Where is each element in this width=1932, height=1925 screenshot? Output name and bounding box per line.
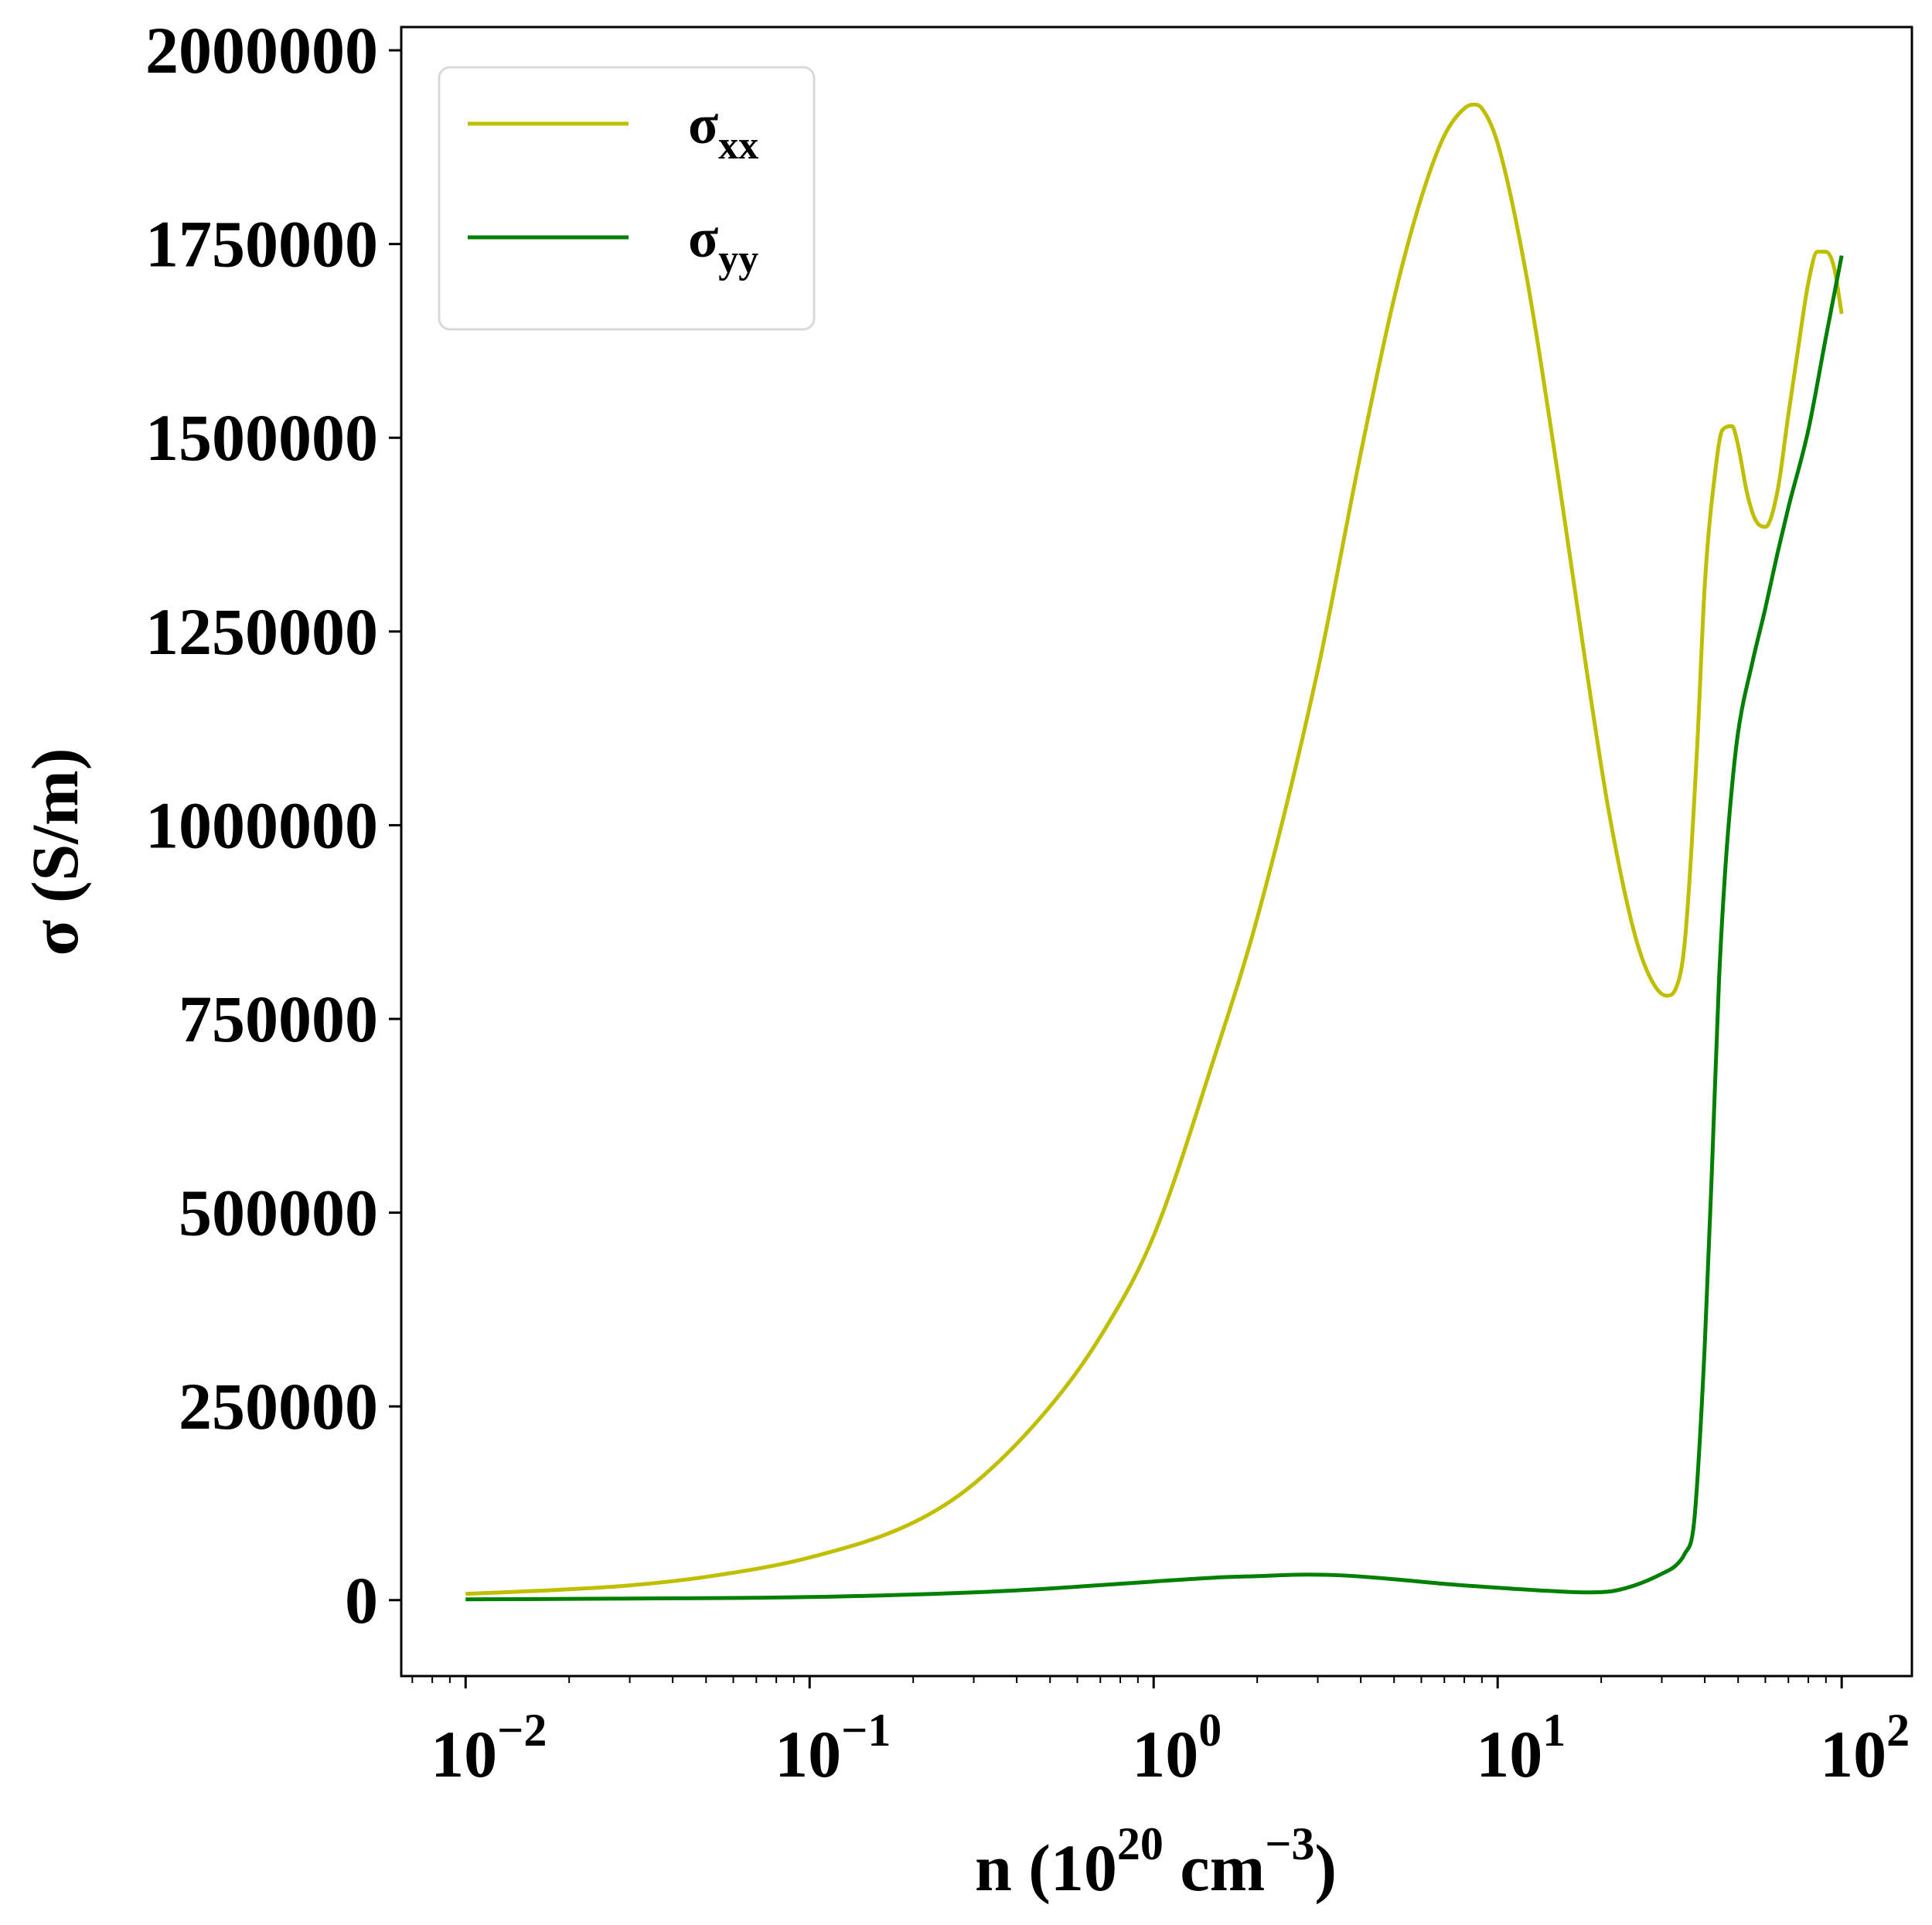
y-tick-label: 1000000 xyxy=(145,788,378,862)
legend-box xyxy=(438,66,816,331)
x-tick-label: 102 xyxy=(1820,1705,1910,1791)
x-tick-label: 10−1 xyxy=(775,1705,891,1791)
y-tick-label: 250000 xyxy=(179,1369,378,1443)
series-line-sigma-xx xyxy=(465,102,1844,1596)
legend: σxx σyy xyxy=(438,66,816,331)
y-tick-label: 1750000 xyxy=(145,207,378,281)
x-tick-label: 10−2 xyxy=(431,1705,547,1791)
y-tick-label: 1250000 xyxy=(145,595,378,669)
x-axis: 10−2 10−1 100 101 102 xyxy=(411,1676,1910,1791)
y-tick-label: 2000000 xyxy=(145,13,378,87)
series-line-sigma-yy xyxy=(465,255,1844,1602)
y-tick-label: 750000 xyxy=(179,982,378,1056)
y-tick-label: 500000 xyxy=(179,1176,378,1250)
x-tick-label: 100 xyxy=(1132,1705,1222,1791)
series-layer xyxy=(465,102,1844,1602)
x-tick-label: 101 xyxy=(1476,1705,1566,1791)
legend-label-sigma-yy: σyy xyxy=(688,207,758,281)
y-axis-title: σ (S/m) xyxy=(18,748,92,956)
y-axis: 0 250000 500000 750000 1000000 1250000 1500000… xyxy=(145,13,401,1637)
x-axis-title: n (1020 cm−3) xyxy=(975,1818,1337,1905)
plot-frame xyxy=(400,26,1913,1678)
legend-label-sigma-xx: σxx xyxy=(688,94,758,168)
y-tick-label: 1500000 xyxy=(145,400,378,475)
y-tick-label: 0 xyxy=(345,1563,378,1637)
